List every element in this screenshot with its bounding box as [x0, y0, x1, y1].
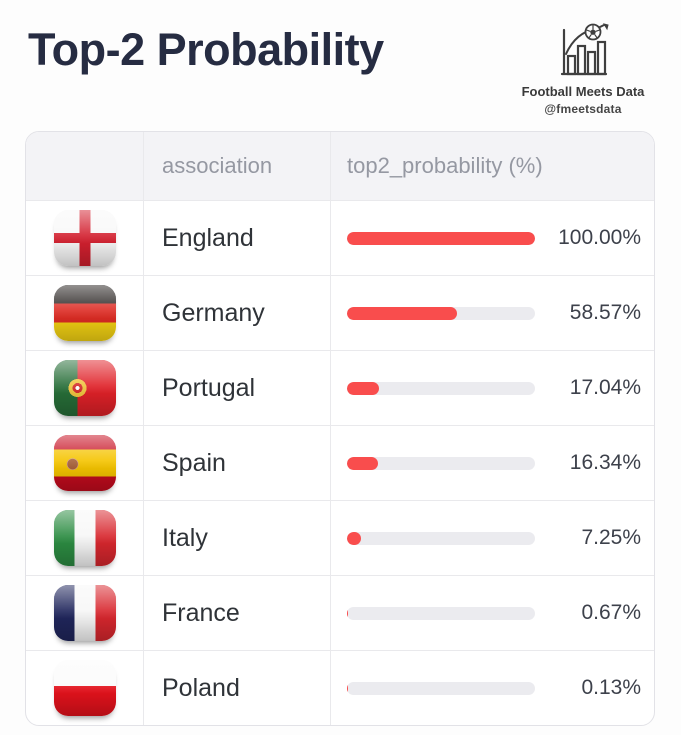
- bar-chart-with-football-icon: [560, 23, 609, 76]
- association-name: Spain: [143, 426, 330, 500]
- probability-value: 17.04%: [569, 376, 641, 399]
- association-name: France: [143, 576, 330, 650]
- probability-value: 58.57%: [569, 301, 641, 324]
- table-row-germany: Germany 58.57%: [26, 275, 654, 350]
- poland-flag-icon: [53, 660, 116, 716]
- portugal-flag-icon: [53, 360, 116, 416]
- probability-bar-track: [347, 306, 535, 320]
- brand-handle: @fmeetsdata: [544, 102, 622, 116]
- spain-flag-icon: [53, 435, 116, 491]
- probability-value: 16.34%: [569, 451, 641, 474]
- table-header-row: association top2_probability (%): [26, 132, 654, 200]
- table-row-portugal: Portugal 17.04%: [26, 350, 654, 425]
- table-row-france: France 0.67%: [26, 575, 654, 650]
- flag-column-header: [26, 132, 143, 200]
- england-flag-icon: [53, 210, 116, 266]
- germany-flag-icon: [53, 285, 116, 341]
- brand-block: Football Meets Data @fmeetsdata: [503, 22, 663, 116]
- italy-flag-icon: [53, 510, 116, 566]
- probability-value: 0.67%: [581, 601, 641, 624]
- probability-value: 7.25%: [581, 526, 641, 549]
- probability-bar-track: [347, 606, 535, 620]
- france-flag-icon: [53, 585, 116, 641]
- probability-column-header: top2_probability (%): [330, 132, 654, 200]
- probability-bar-fill: [347, 606, 349, 620]
- probability-bar-fill: [347, 306, 458, 320]
- table-row-italy: Italy 7.25%: [26, 500, 654, 575]
- association-name: England: [143, 201, 330, 275]
- probability-bar-fill: [347, 231, 535, 245]
- association-name: Poland: [143, 651, 330, 725]
- probability-bar-track: [347, 531, 535, 545]
- association-name: Germany: [143, 276, 330, 350]
- probability-bar-track: [347, 456, 535, 470]
- probability-bar-fill: [347, 456, 378, 470]
- association-column-header: association: [143, 132, 330, 200]
- association-name: Italy: [143, 501, 330, 575]
- association-name: Portugal: [143, 351, 330, 425]
- probability-bar-fill: [347, 381, 380, 395]
- probability-table: association top2_probability (%) England…: [25, 131, 655, 726]
- table-row-england: England 100.00%: [26, 200, 654, 275]
- probability-value: 100.00%: [558, 226, 641, 249]
- table-row-spain: Spain 16.34%: [26, 425, 654, 500]
- probability-bar-fill: [347, 531, 361, 545]
- probability-bar-track: [347, 231, 535, 245]
- page-title: Top-2 Probability: [28, 24, 384, 75]
- brand-name: Football Meets Data: [521, 84, 645, 99]
- probability-value: 0.13%: [581, 676, 641, 699]
- probability-bar-track: [347, 381, 535, 395]
- table-row-poland: Poland 0.13%: [26, 650, 654, 725]
- probability-bar-track: [347, 681, 535, 695]
